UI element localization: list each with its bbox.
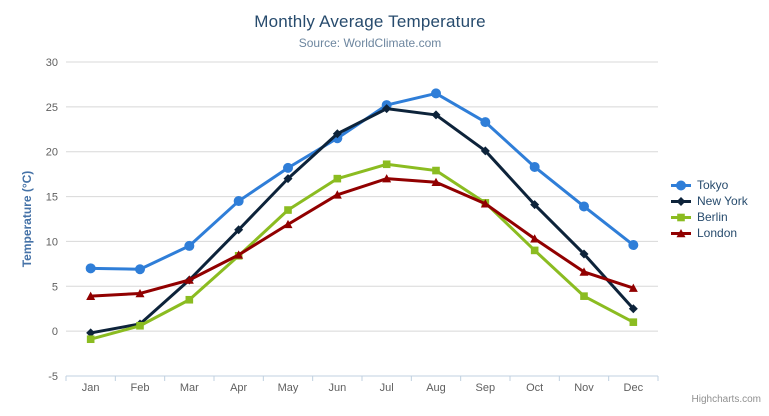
chart-subtitle: Source: WorldClimate.com [298, 36, 442, 50]
legend-label: London [697, 226, 738, 240]
point-new-york-aug[interactable] [431, 110, 441, 120]
x-axis-label: Dec [624, 382, 644, 394]
square-marker-icon [670, 211, 692, 224]
x-axis-label: Jan [82, 382, 100, 394]
triangle-marker-icon [670, 227, 692, 240]
x-axis-label: Aug [426, 382, 446, 394]
x-axis-label: Jul [380, 382, 394, 394]
circle-marker-icon [670, 179, 692, 192]
point-tokyo-mar[interactable] [184, 240, 195, 251]
point-tokyo-jan[interactable] [85, 263, 96, 274]
diamond-marker-icon [670, 195, 692, 208]
x-axis-label: Jun [328, 382, 346, 394]
point-berlin-oct[interactable] [530, 246, 539, 255]
y-axis-label: -5 [48, 371, 58, 383]
point-london-jan[interactable] [86, 291, 96, 300]
point-berlin-jan[interactable] [86, 335, 95, 344]
credits-link[interactable]: Highcharts.com [691, 394, 761, 405]
x-axis-label: Apr [230, 382, 247, 394]
y-axis-label: 5 [52, 281, 58, 293]
legend-label: Tokyo [697, 178, 729, 192]
legend-item-tokyo[interactable]: Tokyo [670, 177, 748, 193]
legend-item-london[interactable]: London [670, 225, 748, 241]
point-new-york-dec[interactable] [628, 304, 638, 314]
point-london-dec[interactable] [628, 283, 638, 292]
point-berlin-aug[interactable] [432, 166, 440, 175]
point-new-york-apr[interactable] [234, 225, 244, 235]
point-tokyo-feb[interactable] [135, 264, 145, 275]
point-tokyo-nov[interactable] [579, 201, 589, 212]
point-london-mar[interactable] [184, 275, 194, 284]
series-line-berlin[interactable] [89, 162, 635, 341]
point-berlin-mar[interactable] [185, 295, 194, 304]
point-berlin-feb[interactable] [136, 321, 144, 330]
y-axis-title: Temperature (°C) [20, 170, 34, 268]
point-berlin-may[interactable] [284, 206, 292, 214]
legend: Tokyo New York Berlin London [670, 177, 748, 241]
point-london-jun[interactable] [332, 190, 342, 199]
point-london-sep[interactable] [480, 199, 490, 208]
y-axis-label: 0 [52, 326, 58, 338]
point-tokyo-oct[interactable] [529, 161, 540, 172]
y-axis-label: 10 [46, 236, 58, 248]
point-tokyo-sep[interactable] [480, 117, 491, 128]
point-tokyo-apr[interactable] [233, 196, 244, 207]
x-axis-label: Nov [574, 382, 594, 394]
y-axis-label: 20 [46, 147, 58, 159]
legend-label: Berlin [697, 210, 728, 224]
series-line-new-york[interactable] [89, 107, 635, 335]
point-london-may[interactable] [283, 219, 293, 229]
chart-title: Monthly Average Temperature [254, 12, 486, 31]
y-axis-label: 25 [46, 102, 58, 114]
x-axis-label: May [278, 382, 299, 394]
series-line-london[interactable] [89, 177, 635, 298]
point-london-aug[interactable] [431, 177, 441, 187]
point-tokyo-dec[interactable] [628, 240, 639, 251]
point-new-york-jun[interactable] [332, 129, 342, 139]
y-axis-label: 30 [46, 57, 58, 69]
point-tokyo-may[interactable] [283, 162, 293, 173]
point-new-york-nov[interactable] [579, 249, 589, 259]
x-axis-label: Oct [526, 382, 543, 394]
point-london-apr[interactable] [234, 250, 244, 259]
legend-item-berlin[interactable]: Berlin [670, 209, 748, 225]
chart-context-menu-button[interactable] [728, 13, 756, 35]
point-london-nov[interactable] [579, 267, 589, 276]
x-axis-label: Feb [131, 382, 150, 394]
point-new-york-jul[interactable] [382, 104, 392, 114]
x-axis-label: Mar [180, 382, 199, 394]
point-new-york-jan[interactable] [86, 328, 96, 338]
point-new-york-may[interactable] [283, 174, 293, 184]
x-axis-label: Sep [476, 382, 496, 394]
y-axis-label: 15 [46, 192, 58, 204]
legend-item-new-york[interactable]: New York [670, 193, 748, 209]
point-berlin-nov[interactable] [580, 292, 588, 300]
point-london-oct[interactable] [530, 234, 540, 243]
point-london-jul[interactable] [382, 174, 392, 183]
point-berlin-dec[interactable] [629, 318, 638, 326]
point-tokyo-aug[interactable] [431, 88, 441, 99]
point-new-york-sep[interactable] [480, 146, 490, 156]
legend-label: New York [697, 194, 748, 208]
point-berlin-jun[interactable] [333, 174, 342, 183]
point-new-york-oct[interactable] [530, 200, 540, 210]
point-london-feb[interactable] [135, 288, 145, 298]
point-berlin-jul[interactable] [382, 160, 391, 169]
